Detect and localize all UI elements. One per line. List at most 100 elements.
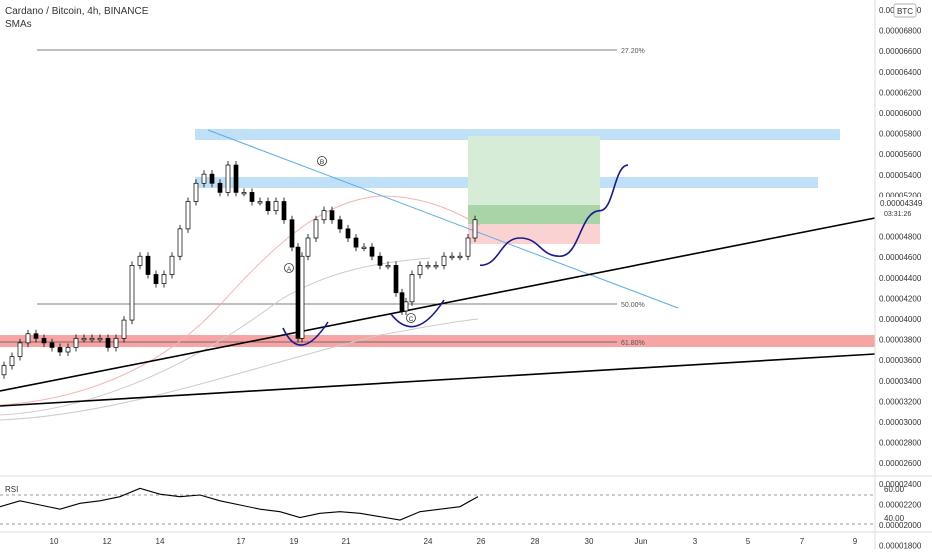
time-tick-label: 19 bbox=[290, 537, 299, 546]
candle[interactable] bbox=[177, 228, 183, 257]
time-tick-label: 3 bbox=[693, 537, 698, 546]
candle[interactable] bbox=[169, 255, 175, 275]
svg-text:B: B bbox=[320, 159, 324, 166]
candle[interactable] bbox=[345, 228, 351, 239]
candle[interactable] bbox=[137, 255, 143, 266]
candle[interactable] bbox=[321, 210, 327, 221]
price-tick-label: 0.00006800 bbox=[879, 27, 922, 36]
candle[interactable] bbox=[295, 246, 301, 339]
svg-text:03:31:26: 03:31:26 bbox=[884, 211, 911, 218]
candle[interactable] bbox=[121, 319, 127, 339]
candle[interactable] bbox=[225, 164, 231, 193]
rising-trendline-upper[interactable] bbox=[0, 217, 876, 392]
candle[interactable] bbox=[417, 265, 423, 275]
candle[interactable] bbox=[105, 337, 111, 348]
candle[interactable] bbox=[337, 219, 343, 230]
candle[interactable] bbox=[289, 219, 295, 248]
svg-text:BTC: BTC bbox=[897, 7, 913, 16]
candle[interactable] bbox=[233, 164, 239, 193]
candle[interactable] bbox=[113, 337, 119, 348]
candle[interactable] bbox=[377, 255, 383, 266]
candle[interactable] bbox=[281, 201, 287, 221]
target-zone bbox=[468, 136, 600, 205]
candle[interactable] bbox=[385, 265, 391, 268]
rsi-line[interactable] bbox=[0, 487, 479, 521]
rising-trendline-lower[interactable] bbox=[0, 353, 876, 407]
price-tick-label: 0.00004000 bbox=[879, 315, 922, 324]
svg-text:C: C bbox=[409, 316, 414, 323]
sma-red-line[interactable] bbox=[0, 195, 481, 406]
candle[interactable] bbox=[393, 265, 399, 294]
candle[interactable] bbox=[472, 219, 478, 239]
candle[interactable] bbox=[73, 337, 79, 348]
candle[interactable] bbox=[305, 237, 311, 257]
candle[interactable] bbox=[361, 246, 367, 249]
candle[interactable] bbox=[9, 356, 15, 367]
candle[interactable] bbox=[89, 337, 95, 341]
rsi-lower-tick: 40.00 bbox=[884, 514, 905, 523]
candle[interactable] bbox=[457, 255, 463, 259]
candle[interactable] bbox=[65, 347, 71, 353]
candle[interactable] bbox=[265, 201, 271, 211]
time-tick-label: 5 bbox=[746, 537, 751, 546]
candle[interactable] bbox=[49, 342, 55, 348]
candle[interactable] bbox=[425, 265, 431, 268]
candle[interactable] bbox=[81, 337, 87, 341]
candle[interactable] bbox=[433, 265, 439, 268]
candle[interactable] bbox=[403, 301, 409, 312]
price-tick-label: 0.00005800 bbox=[879, 130, 922, 139]
candle[interactable] bbox=[465, 237, 471, 257]
candle[interactable] bbox=[25, 333, 31, 344]
time-tick-label: 21 bbox=[342, 537, 351, 546]
candle[interactable] bbox=[369, 246, 375, 257]
candle[interactable] bbox=[145, 255, 151, 275]
candle[interactable] bbox=[201, 173, 207, 184]
upper-resistance-zone bbox=[195, 129, 840, 140]
projection-curve[interactable] bbox=[479, 164, 629, 267]
arc-a-bottom[interactable] bbox=[282, 321, 329, 346]
descending-trendline[interactable] bbox=[207, 129, 679, 309]
candle[interactable] bbox=[1, 365, 7, 376]
candle[interactable] bbox=[17, 342, 23, 357]
candle[interactable] bbox=[241, 192, 247, 195]
candle[interactable] bbox=[217, 182, 223, 193]
sma-long-line[interactable] bbox=[0, 318, 479, 421]
price-tick-label: 0.00003800 bbox=[879, 336, 922, 345]
candle[interactable] bbox=[441, 255, 447, 266]
candle[interactable] bbox=[153, 274, 159, 284]
price-tick-label: 0.00002400 bbox=[879, 480, 922, 489]
fib-label-27: 27.20% bbox=[621, 48, 645, 55]
candle[interactable] bbox=[353, 237, 359, 248]
candle[interactable] bbox=[33, 333, 39, 339]
candle[interactable] bbox=[41, 337, 47, 344]
candle[interactable] bbox=[329, 210, 335, 221]
price-tick-label: 0.00002000 bbox=[879, 521, 922, 530]
candle[interactable] bbox=[249, 192, 255, 202]
candle[interactable] bbox=[313, 219, 319, 239]
entry-zone bbox=[468, 205, 600, 224]
time-tick-label: 30 bbox=[585, 537, 594, 546]
candle[interactable] bbox=[273, 201, 279, 211]
candle[interactable] bbox=[399, 292, 405, 312]
candle[interactable] bbox=[57, 347, 63, 353]
price-tick-label: 0.00003200 bbox=[879, 397, 922, 406]
wave-label-b: B bbox=[317, 156, 327, 166]
price-tick-label: 0.00006000 bbox=[879, 109, 922, 118]
time-tick-label: 7 bbox=[800, 537, 805, 546]
candle[interactable] bbox=[161, 274, 167, 284]
candle[interactable] bbox=[449, 255, 455, 259]
candle[interactable] bbox=[409, 274, 415, 303]
candle[interactable] bbox=[193, 182, 199, 202]
arc-c-bottom[interactable] bbox=[390, 299, 445, 328]
candle[interactable] bbox=[97, 337, 103, 341]
time-tick-label: 28 bbox=[531, 537, 540, 546]
candle[interactable] bbox=[185, 201, 191, 230]
candle[interactable] bbox=[209, 173, 215, 184]
candle[interactable] bbox=[299, 255, 305, 339]
candle[interactable] bbox=[257, 201, 263, 204]
time-axis[interactable]: 10 12 14 17 19 21 24 26 28 30 Jun 3 5 7 9 bbox=[50, 537, 858, 546]
price-tick-label: 0.00002600 bbox=[879, 459, 922, 468]
candle[interactable] bbox=[129, 265, 135, 321]
